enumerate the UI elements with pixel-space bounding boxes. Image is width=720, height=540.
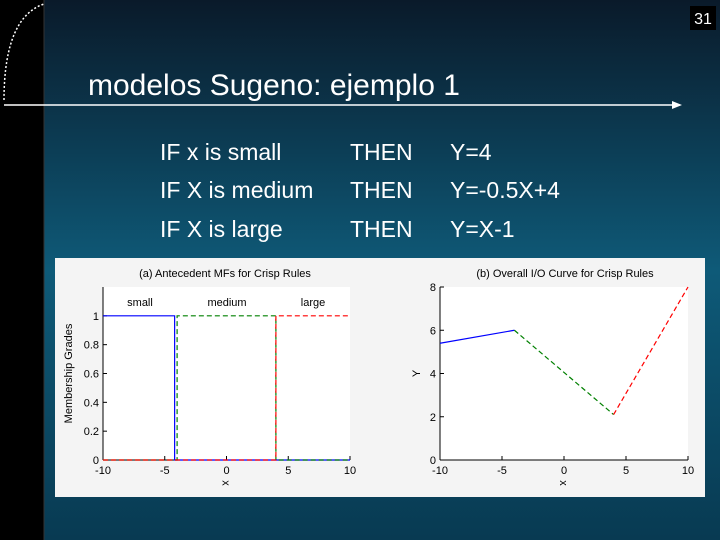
x-tick-label: 0 bbox=[223, 465, 229, 477]
series-line bbox=[514, 329, 614, 416]
x-tick-label: 10 bbox=[344, 465, 356, 477]
rule-text: IF X is large bbox=[160, 216, 283, 242]
y-tick-label: 0.2 bbox=[84, 426, 99, 438]
rule-text: Y=X-1 bbox=[450, 216, 515, 242]
y-tick-label: 1 bbox=[93, 311, 99, 323]
y-tick-label: 2 bbox=[430, 412, 436, 424]
series-line bbox=[103, 315, 350, 461]
y-tick-label: 8 bbox=[430, 282, 436, 294]
annotation: large bbox=[301, 297, 325, 309]
rule-text: THEN bbox=[350, 177, 413, 203]
x-tick-label: 0 bbox=[561, 465, 567, 477]
x-axis-label: x bbox=[557, 480, 569, 486]
decor-curve bbox=[3, 3, 45, 101]
rule-text: THEN bbox=[350, 139, 413, 165]
rule-text: Y=4 bbox=[450, 139, 492, 165]
x-tick-label: 10 bbox=[682, 465, 694, 477]
x-tick-label: -10 bbox=[95, 465, 111, 477]
chart-title: (b) Overall I/O Curve for Crisp Rules bbox=[476, 268, 654, 280]
y-tick-label: 0.8 bbox=[84, 340, 99, 352]
y-tick-label: 0.4 bbox=[84, 397, 99, 409]
left-strip bbox=[0, 0, 44, 540]
slide-number: 31 bbox=[694, 11, 712, 28]
x-tick-label: -5 bbox=[497, 465, 507, 477]
slide-number-box bbox=[690, 6, 716, 30]
series-line bbox=[103, 315, 350, 461]
y-tick-label: 0 bbox=[430, 455, 436, 467]
series-line bbox=[103, 315, 350, 461]
rules: IF x is small THEN Y=4 IF X is medium THEN Y=… bbox=[160, 139, 560, 242]
y-axis-label: Y bbox=[411, 369, 423, 377]
x-axis-label: x bbox=[220, 480, 232, 486]
x-tick-label: 5 bbox=[285, 465, 291, 477]
annotation: small bbox=[127, 297, 153, 309]
y-tick-label: 0.6 bbox=[84, 369, 99, 381]
plot-area bbox=[103, 287, 350, 460]
rule-text: IF X is medium bbox=[160, 177, 313, 203]
x-tick-label: 5 bbox=[623, 465, 629, 477]
plot-area bbox=[440, 287, 688, 460]
series-line bbox=[439, 329, 515, 344]
y-tick-label: 4 bbox=[430, 369, 436, 381]
x-tick-label: -10 bbox=[432, 465, 448, 477]
charts: -10 -5 0 5 10 0 0.2 0.4 0.6 0.8 1 (a) Antecedent MF… bbox=[63, 268, 694, 486]
rule-text: THEN bbox=[350, 216, 413, 242]
chart-title: (a) Antecedent MFs for Crisp Rules bbox=[139, 268, 311, 280]
y-tick-label: 6 bbox=[430, 325, 436, 337]
rule-text: Y=-0.5X+4 bbox=[450, 177, 560, 203]
series-line bbox=[613, 286, 689, 415]
slide-title: modelos Sugeno: ejemplo 1 bbox=[88, 69, 460, 102]
y-axis-label: Membership Grades bbox=[63, 323, 75, 423]
x-tick-label: -5 bbox=[160, 465, 170, 477]
title-arrow bbox=[672, 101, 682, 109]
annotation: medium bbox=[207, 297, 246, 309]
rule-text: IF x is small bbox=[160, 139, 281, 165]
y-tick-label: 0 bbox=[93, 455, 99, 467]
